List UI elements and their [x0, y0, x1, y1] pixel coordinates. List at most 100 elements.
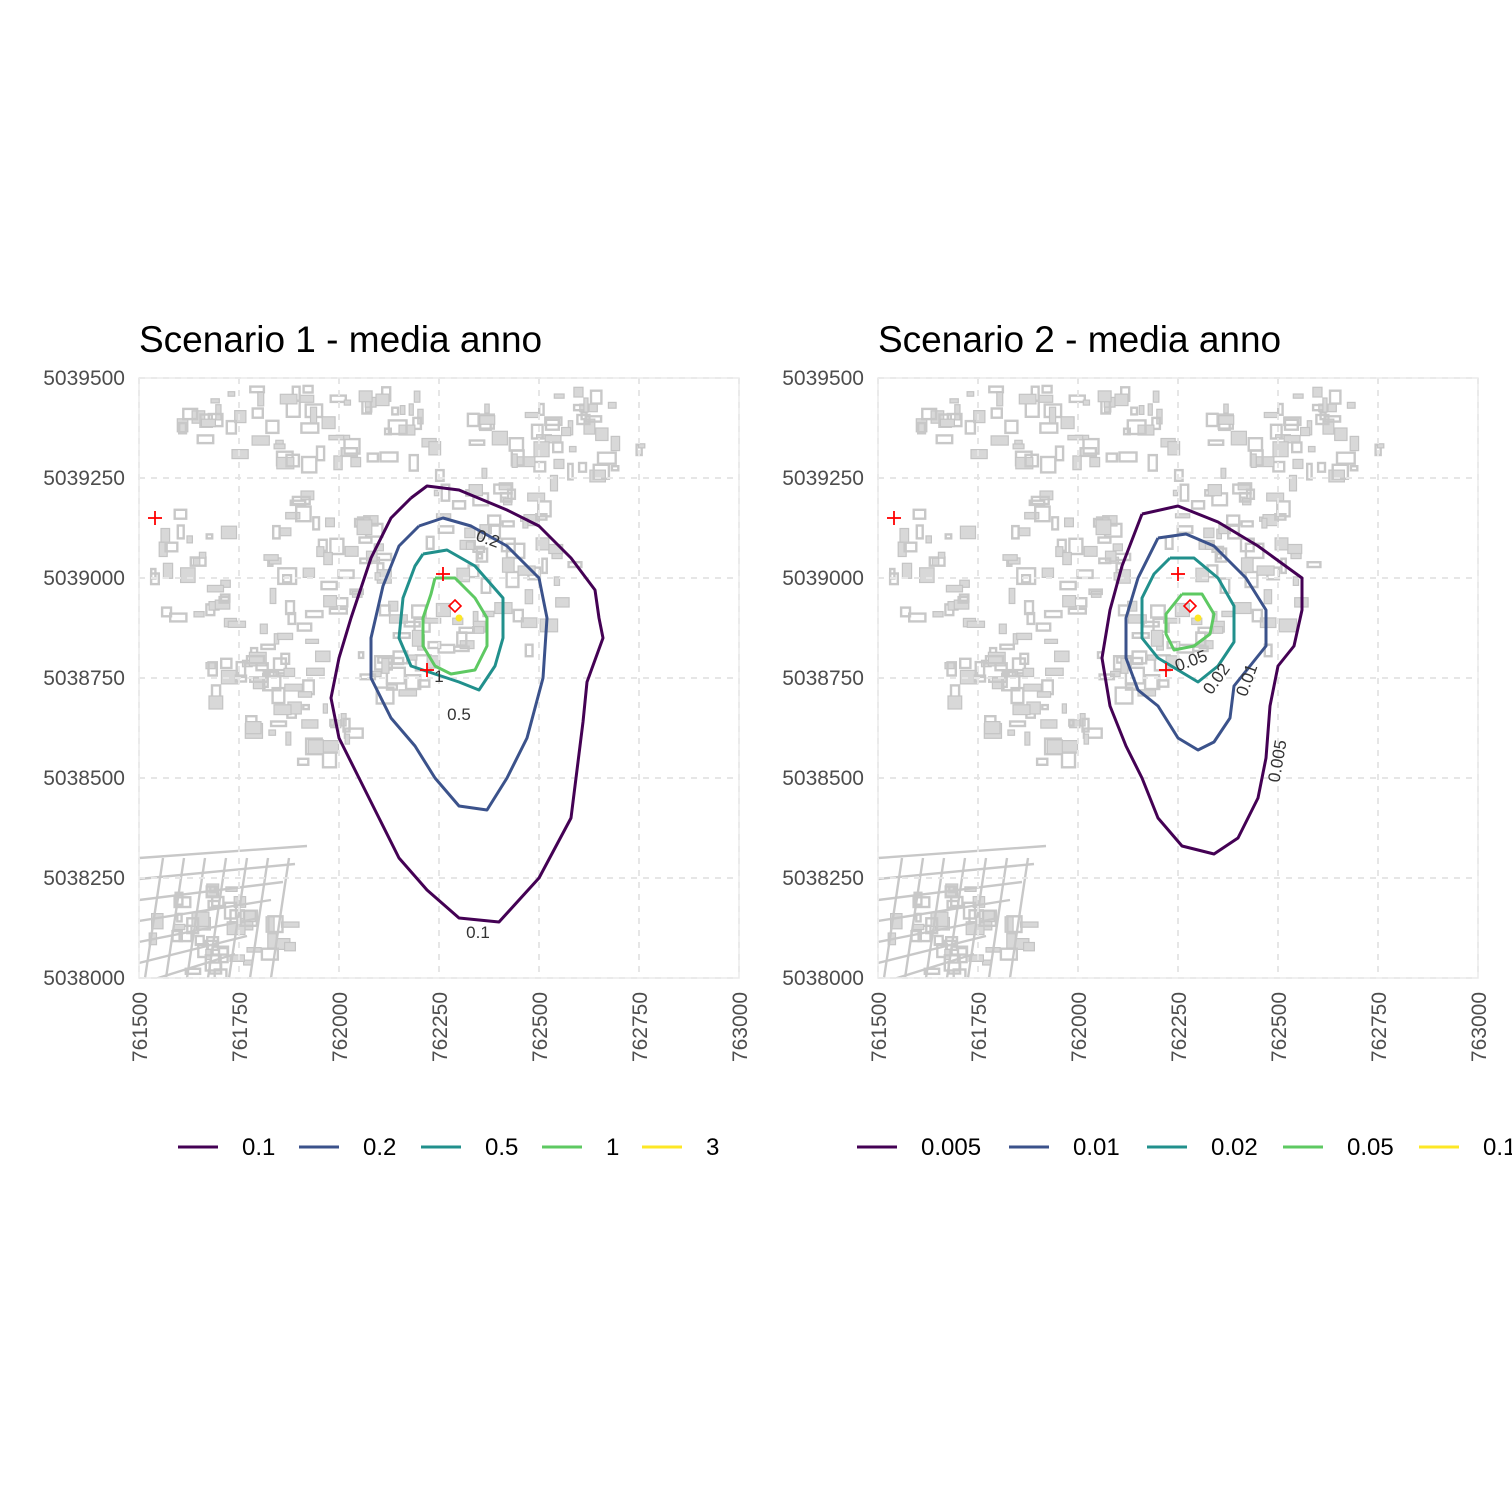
y-tick-label: 5039000	[782, 567, 864, 590]
building-block	[205, 533, 214, 540]
building-block	[1008, 720, 1027, 728]
legend-item: 0.1	[1419, 1134, 1512, 1161]
source-cross-marker	[436, 567, 450, 581]
building-block	[983, 720, 1001, 735]
building-block	[343, 399, 352, 406]
axis-ticks: 5039500 5039250 5039000 5038750 5038500 50382…	[782, 367, 1491, 1062]
building-block	[990, 435, 1009, 446]
building-block	[1322, 397, 1328, 413]
building-block	[1156, 679, 1170, 688]
building-block	[1062, 551, 1072, 566]
building-block	[1112, 543, 1123, 552]
building-block	[465, 541, 475, 551]
contour-lines	[329, 484, 605, 924]
building-block	[1046, 739, 1063, 755]
building-block	[229, 954, 245, 963]
contour-label: 0.5	[447, 705, 471, 724]
building-block	[583, 397, 589, 413]
building-block	[1272, 441, 1289, 458]
building-block	[1019, 652, 1030, 665]
axis-ticks: 5039500 5039250 5039000 5038750 5038500 50382…	[43, 367, 752, 1062]
building-block	[265, 419, 280, 435]
building-block	[456, 631, 468, 647]
building-block	[277, 632, 294, 641]
building-block	[968, 954, 984, 963]
building-block	[1203, 527, 1215, 539]
building-block	[279, 393, 298, 405]
building-block	[549, 474, 559, 492]
building-block	[1044, 667, 1064, 677]
building-block	[207, 661, 219, 677]
building-block	[959, 525, 977, 540]
building-block	[500, 537, 516, 553]
street-line	[878, 862, 1035, 881]
building-block	[1276, 500, 1291, 518]
building-block	[527, 492, 546, 502]
contour-line	[1100, 504, 1304, 856]
building-block	[316, 546, 325, 558]
building-block	[996, 391, 1004, 407]
building-block	[315, 650, 331, 663]
building-block	[1221, 610, 1234, 618]
building-block	[1306, 561, 1322, 569]
legend: 0.1 0.2 0.5 1 3	[178, 1134, 719, 1161]
legend-label: 3	[706, 1134, 719, 1161]
building-block	[1263, 411, 1279, 419]
source-diamond-marker	[1182, 598, 1198, 614]
building-block	[1126, 419, 1147, 436]
building-block	[1098, 557, 1112, 565]
building-block	[413, 390, 421, 403]
building-block	[1190, 500, 1206, 510]
building-block	[1215, 552, 1223, 560]
building-block	[576, 413, 591, 426]
building-block	[234, 410, 247, 424]
building-block	[1292, 393, 1304, 399]
building-block	[206, 584, 225, 593]
building-block	[173, 896, 192, 909]
building-block	[1130, 406, 1139, 416]
building-block	[1278, 618, 1298, 633]
building-block	[595, 427, 609, 442]
building-block	[263, 554, 279, 561]
x-tick-label: 762250	[429, 992, 452, 1062]
legend-item: 0.05	[1283, 1134, 1394, 1161]
building-block	[403, 620, 421, 628]
source-diamond-marker	[447, 598, 463, 614]
building-block	[186, 535, 194, 544]
building-block	[908, 612, 927, 623]
building-block	[342, 717, 351, 733]
building-block	[1038, 394, 1054, 403]
building-block	[1131, 650, 1148, 665]
legend-item: 0.01	[1009, 1134, 1120, 1161]
building-block	[451, 500, 467, 510]
building-block	[596, 451, 617, 465]
building-block	[1097, 390, 1112, 403]
x-tick-label: 761500	[868, 992, 891, 1062]
building-block	[1331, 463, 1350, 480]
building-block	[180, 567, 196, 584]
building-block	[323, 551, 333, 566]
building-block	[501, 520, 515, 528]
building-block	[1041, 384, 1053, 394]
building-block	[194, 934, 205, 947]
building-block	[512, 608, 524, 623]
building-block	[1226, 524, 1241, 540]
building-block	[1292, 458, 1304, 470]
building-block	[1299, 426, 1311, 437]
building-block	[200, 418, 216, 428]
building-block	[176, 524, 185, 540]
x-tick-label: 762000	[1068, 992, 1091, 1062]
building-block	[1269, 423, 1283, 440]
building-block	[408, 403, 414, 416]
building-block	[315, 445, 326, 462]
building-block	[560, 426, 572, 437]
building-block	[1055, 546, 1064, 558]
building-block	[249, 385, 266, 394]
building-block	[524, 411, 540, 419]
building-block	[1088, 588, 1104, 596]
building-block	[1060, 416, 1075, 430]
building-block	[945, 584, 964, 593]
building-block	[1315, 413, 1330, 426]
building-block	[524, 589, 534, 605]
